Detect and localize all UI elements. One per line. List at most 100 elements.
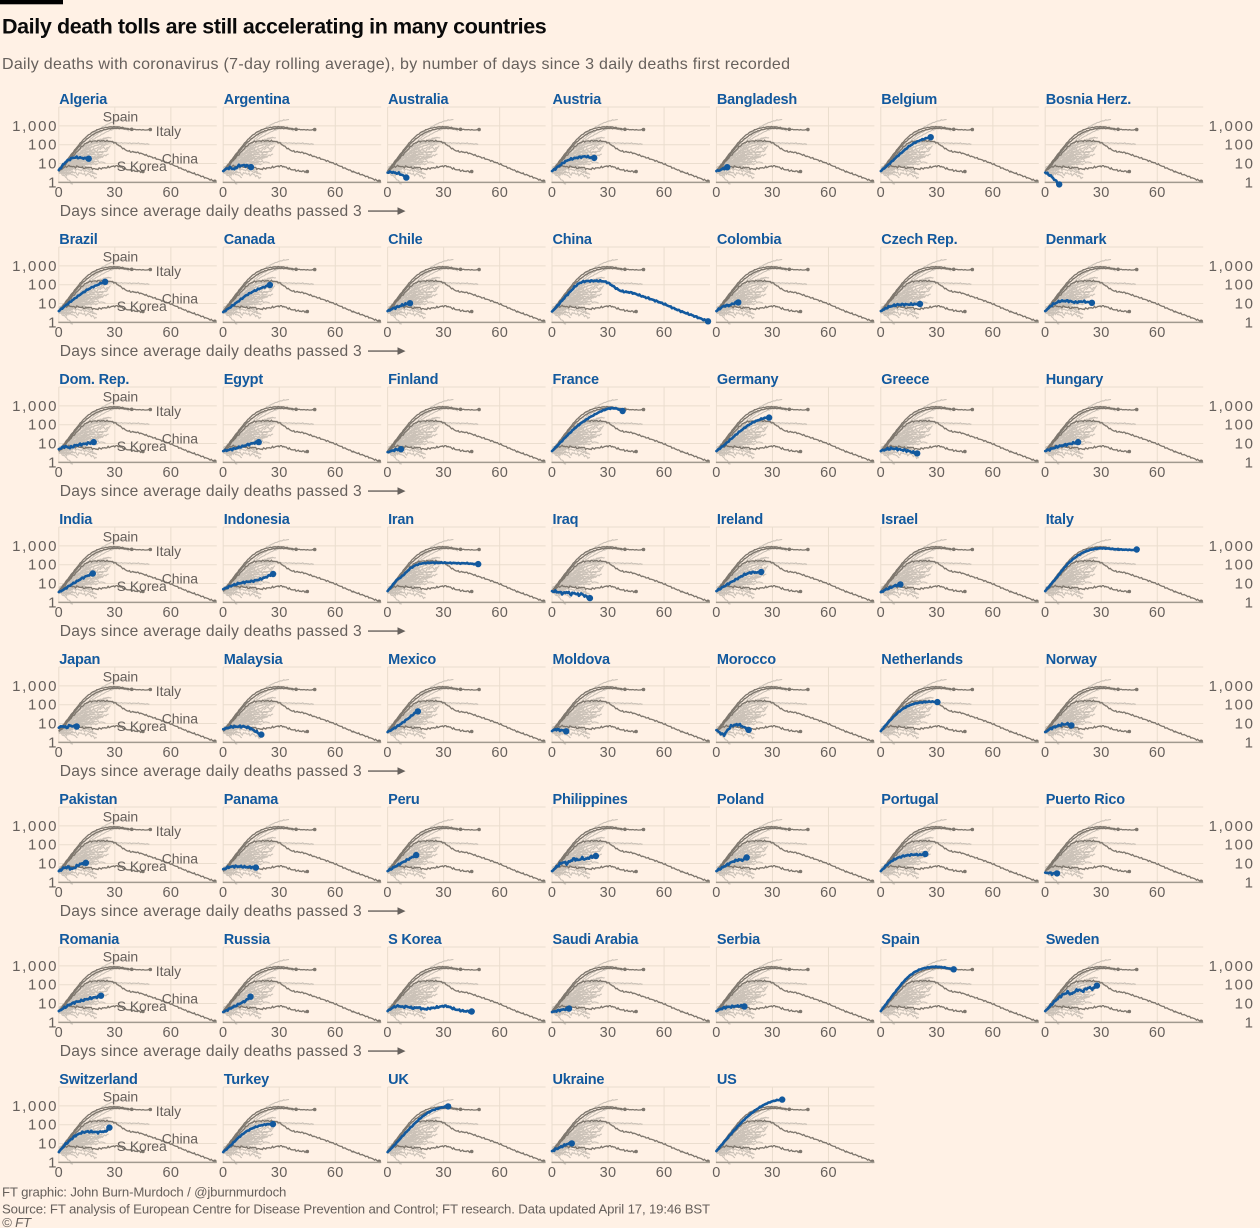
svg-text:30: 30 [435,465,452,481]
svg-text:0: 0 [55,745,63,761]
svg-text:30: 30 [764,885,781,901]
svg-text:Israel: Israel [881,512,918,528]
svg-text:10: 10 [38,996,58,1013]
svg-text:60: 60 [491,185,508,201]
svg-text:Malaysia: Malaysia [224,652,284,668]
svg-text:60: 60 [491,465,508,481]
svg-text:1,000: 1,000 [1209,398,1255,415]
svg-text:60: 60 [163,745,180,761]
svg-text:60: 60 [327,605,344,621]
svg-text:60: 60 [656,885,673,901]
svg-text:0: 0 [877,465,885,481]
svg-text:30: 30 [271,605,288,621]
svg-text:10: 10 [38,1136,58,1153]
svg-text:0: 0 [877,325,885,341]
svg-text:10: 10 [1235,996,1255,1013]
svg-text:China: China [162,711,198,727]
svg-text:Norway: Norway [1046,652,1097,668]
svg-text:1,000: 1,000 [12,958,58,975]
svg-text:0: 0 [548,1165,556,1181]
svg-text:30: 30 [435,325,452,341]
svg-text:60: 60 [327,185,344,201]
svg-text:60: 60 [163,465,180,481]
svg-text:S Korea: S Korea [388,932,443,948]
svg-text:60: 60 [491,1165,508,1181]
svg-text:Spain: Spain [103,1088,138,1104]
svg-text:Germany: Germany [717,372,779,388]
svg-text:60: 60 [163,885,180,901]
svg-text:Days since average daily death: Days since average daily deaths passed 3 [60,203,362,220]
svg-text:30: 30 [271,325,288,341]
svg-text:60: 60 [1149,745,1166,761]
svg-text:30: 30 [1093,1025,1110,1041]
svg-text:60: 60 [985,605,1002,621]
svg-text:China: China [162,431,198,447]
svg-text:1,000: 1,000 [1209,538,1255,555]
svg-text:S Korea: S Korea [117,1138,167,1154]
svg-text:60: 60 [1149,185,1166,201]
svg-text:0: 0 [383,745,391,761]
svg-text:0: 0 [712,465,720,481]
svg-text:0: 0 [219,185,227,201]
svg-text:0: 0 [877,185,885,201]
svg-text:30: 30 [271,1025,288,1041]
svg-text:30: 30 [600,885,617,901]
svg-text:60: 60 [656,465,673,481]
svg-text:60: 60 [656,325,673,341]
svg-text:Italy: Italy [156,123,181,139]
svg-text:60: 60 [1149,465,1166,481]
svg-text:Greece: Greece [881,372,929,388]
svg-text:60: 60 [656,1165,673,1181]
svg-text:Czech Rep.: Czech Rep. [881,232,957,248]
svg-text:60: 60 [656,745,673,761]
svg-text:60: 60 [491,325,508,341]
svg-text:30: 30 [106,1025,123,1041]
svg-text:1: 1 [1245,454,1255,471]
svg-text:1,000: 1,000 [12,118,58,135]
svg-text:China: China [162,1131,198,1147]
svg-text:100: 100 [28,837,58,854]
svg-text:Daily deaths with coronavirus: Daily deaths with coronavirus (7-day rol… [2,56,790,73]
svg-text:0: 0 [548,885,556,901]
svg-text:0: 0 [548,745,556,761]
svg-text:0: 0 [712,1025,720,1041]
svg-text:1,000: 1,000 [12,258,58,275]
svg-text:60: 60 [491,1025,508,1041]
svg-text:Sweden: Sweden [1046,932,1100,948]
svg-text:0: 0 [1041,1025,1049,1041]
svg-text:Dom. Rep.: Dom. Rep. [59,372,129,388]
svg-text:Ukraine: Ukraine [553,1072,605,1088]
svg-text:Italy: Italy [156,543,181,559]
svg-text:0: 0 [712,885,720,901]
svg-text:1,000: 1,000 [12,1098,58,1115]
svg-text:0: 0 [55,465,63,481]
svg-text:10: 10 [1235,856,1255,873]
svg-text:60: 60 [985,1025,1002,1041]
svg-text:S Korea: S Korea [117,158,167,174]
svg-text:Austria: Austria [553,92,603,108]
svg-text:Italy: Italy [156,683,181,699]
svg-text:0: 0 [712,745,720,761]
svg-text:0: 0 [219,325,227,341]
svg-text:Moldova: Moldova [553,652,612,668]
svg-text:1,000: 1,000 [12,398,58,415]
svg-text:Denmark: Denmark [1046,232,1108,248]
svg-text:100: 100 [28,137,58,154]
svg-text:60: 60 [163,185,180,201]
svg-text:0: 0 [383,185,391,201]
svg-text:Philippines: Philippines [553,792,628,808]
svg-text:100: 100 [28,1117,58,1134]
svg-text:30: 30 [435,185,452,201]
svg-text:100: 100 [1225,697,1255,714]
svg-text:0: 0 [55,885,63,901]
svg-text:60: 60 [1149,1025,1166,1041]
svg-text:1: 1 [48,1154,58,1171]
svg-text:100: 100 [28,277,58,294]
svg-text:Argentina: Argentina [224,92,291,108]
svg-text:Turkey: Turkey [224,1072,269,1088]
svg-text:Portugal: Portugal [881,792,938,808]
svg-text:0: 0 [219,465,227,481]
svg-text:30: 30 [271,465,288,481]
svg-text:60: 60 [491,605,508,621]
svg-text:30: 30 [600,1165,617,1181]
